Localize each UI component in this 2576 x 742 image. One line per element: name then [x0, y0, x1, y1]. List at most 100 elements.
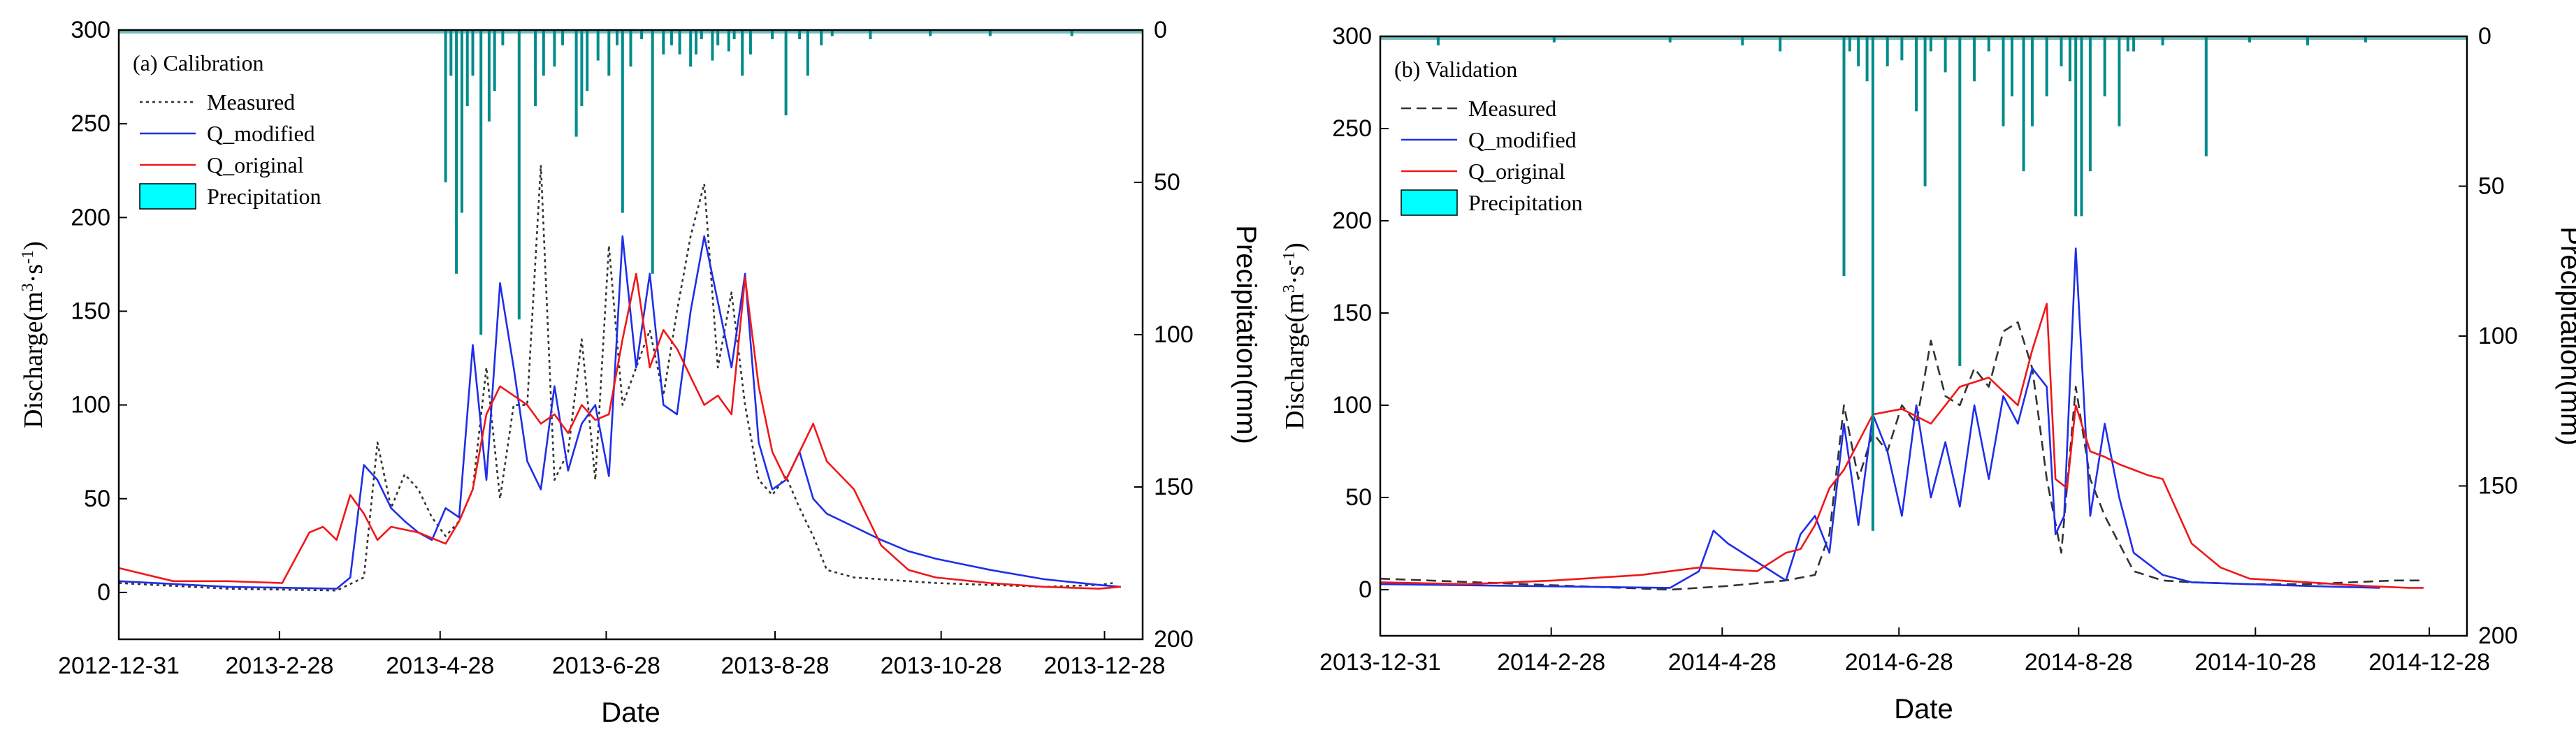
x-tick-label: 2012-12-31 — [58, 653, 180, 679]
x-tick-label: 2013-6-28 — [552, 653, 660, 679]
y-right-tick-label: 100 — [2478, 323, 2518, 349]
legend-swatch-precipitation — [1401, 189, 1458, 216]
y-right-axis-label: Precipitation(mm) — [2555, 226, 2576, 445]
precipitation-bar — [689, 30, 693, 67]
precipitation-bar — [2068, 36, 2071, 82]
y-left-tick-label: 100 — [71, 392, 110, 419]
x-tick-label: 2014-4-28 — [1668, 649, 1777, 676]
y-left-tick-label: 300 — [1332, 23, 1372, 50]
precipitation-bar — [2306, 36, 2309, 45]
y-left-tick-label: 250 — [71, 110, 110, 137]
precipitation-bar — [621, 30, 624, 213]
precipitation-bar — [784, 30, 788, 116]
precipitation-bar — [1857, 36, 1860, 66]
precipitation-baseline — [1380, 36, 2467, 40]
precipitation-bar — [561, 30, 565, 45]
legend-label: Measured — [207, 89, 295, 115]
series-measured-line — [118, 163, 1113, 592]
precipitation-bar — [1923, 36, 1927, 187]
precipitation-bar — [2103, 36, 2106, 96]
y-left-tick-label: 200 — [71, 204, 110, 231]
y-right-tick-label: 150 — [2478, 473, 2518, 500]
precipitation-bar — [2080, 36, 2083, 217]
precipitation-bar — [2031, 36, 2034, 126]
x-tick-label: 2013-4-28 — [386, 653, 494, 679]
legend-label: Precipitation — [207, 184, 321, 209]
precipitation-bar — [670, 30, 673, 45]
precipitation-bar — [869, 30, 872, 40]
precipitation-bar — [1929, 36, 1932, 52]
panel-b-plot: 0 50 100 150 200 250 300 0 50 100 150 200 2013-12-31… — [1280, 23, 2576, 725]
precipitation-bar — [2204, 36, 2208, 157]
precipitation-bar — [444, 30, 447, 182]
y-left-tick-label: 200 — [1332, 208, 1372, 234]
precipitation-bar — [1741, 36, 1744, 45]
panel-a-plot: 0 50 100 150 200 250 300 0 50 100 150 200 2012-12-31… — [19, 17, 1261, 728]
series-q-original-line — [118, 272, 1121, 590]
legend-label: Q_modified — [207, 121, 315, 146]
legend-label: Precipitation — [1468, 190, 1583, 215]
y-right-tick-label: 200 — [2478, 623, 2518, 649]
precipitation-bar — [2011, 36, 2013, 96]
y-left-tick-label: 150 — [1332, 300, 1372, 326]
y-left-tick-label: 300 — [71, 17, 110, 43]
x-tick-label: 2014-10-28 — [2194, 649, 2316, 676]
precipitation-bar — [2088, 36, 2092, 172]
precipitation-bar — [1779, 36, 1782, 52]
precipitation-bar — [727, 30, 730, 52]
precipitation-bar — [1865, 36, 1869, 82]
y-left-tick-label: 50 — [1345, 484, 1372, 511]
series-measured-line — [1380, 321, 2424, 591]
precipitation-bar — [678, 30, 681, 54]
precipitation-bar — [542, 30, 545, 76]
y-left-axis-label: Discharge(m3·s-1) — [19, 241, 48, 428]
precipitation-bar — [1987, 36, 1990, 52]
legend-swatch-precipitation — [139, 183, 196, 210]
precipitation-bar — [479, 30, 483, 335]
legend-label: Q_original — [207, 152, 304, 177]
precipitation-bar — [1436, 36, 1440, 45]
y-right-tick-label: 100 — [1154, 321, 1194, 348]
legend-label: Q_original — [1468, 159, 1565, 184]
y-left-axis-label: Discharge(m3·s-1) — [1280, 242, 1310, 430]
y-left-tick-label: 50 — [84, 486, 110, 512]
y-right-axis-label: Precipitation(mm) — [1231, 225, 1261, 444]
precipitation-bar — [1915, 36, 1918, 112]
precipitation-bar — [501, 30, 505, 45]
precipitation-bar — [465, 30, 469, 106]
precipitation-bar — [534, 30, 537, 106]
precipitation-baseline — [119, 30, 1143, 34]
precipitation-bar — [2045, 36, 2048, 96]
precipitation-bar — [460, 30, 463, 213]
precipitation-bar — [1871, 36, 1874, 531]
precipitation-bar — [596, 30, 600, 61]
legend-label: Measured — [1468, 96, 1556, 121]
precipitation-bar — [1886, 36, 1889, 66]
precipitation-bar — [580, 30, 584, 106]
precipitation-bar — [2126, 36, 2129, 52]
precipitation-bar — [695, 30, 697, 54]
precipitation-bar — [586, 30, 589, 92]
precipitation-bar — [1944, 36, 1947, 73]
x-tick-label: 2013-12-28 — [1043, 653, 1165, 679]
precipitation-bar — [2132, 36, 2136, 52]
series-q-modified-line — [118, 235, 1121, 590]
x-tick-label: 2014-12-28 — [2368, 649, 2490, 676]
precipitation-bar — [1958, 36, 1962, 366]
y-left-tick-label: 0 — [97, 579, 110, 606]
precipitation-bar — [2002, 36, 2005, 126]
plot-frame — [1379, 35, 2468, 637]
precipitation-bar — [607, 30, 611, 76]
panel-label: (b) Validation — [1394, 57, 1517, 82]
panel-label: (a) Calibration — [133, 50, 263, 75]
precipitation-bar — [2060, 36, 2063, 66]
x-tick-label: 2013-12-31 — [1319, 649, 1441, 676]
precipitation-bar — [711, 30, 714, 61]
panel-b: 0 50 100 150 200 250 300 0 50 100 150 200 2013-12-31… — [1280, 23, 2576, 725]
precipitation-bar — [651, 30, 654, 274]
precipitation-bar — [455, 30, 458, 274]
precipitation-bar — [741, 30, 744, 76]
precipitation-bar — [471, 30, 475, 76]
series-q-modified-line — [1380, 247, 2380, 589]
